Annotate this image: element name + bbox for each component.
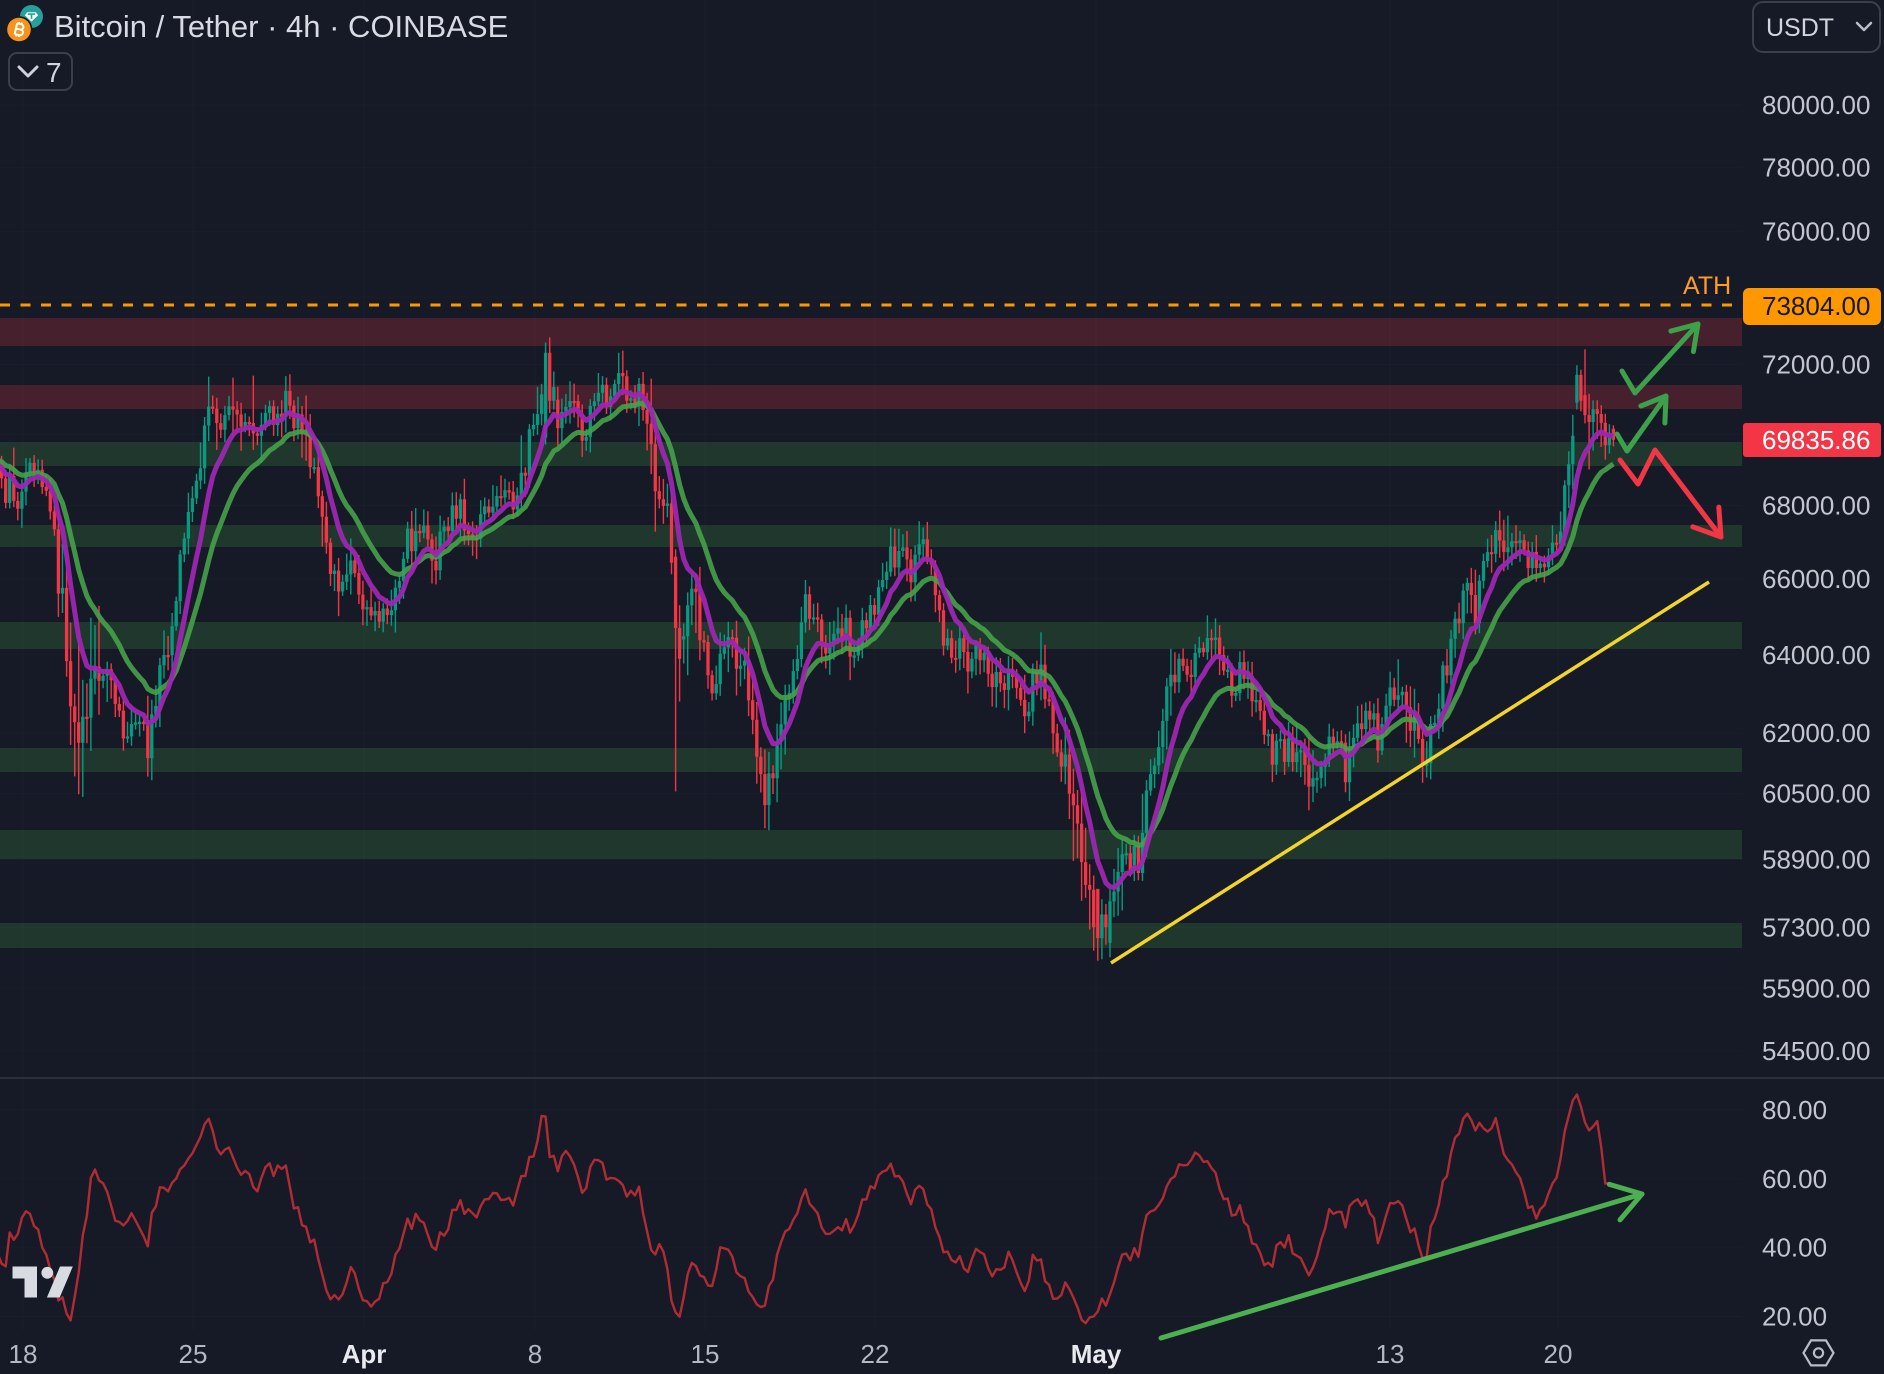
svg-text:60500.00: 60500.00: [1762, 778, 1870, 808]
svg-text:15: 15: [691, 1339, 720, 1369]
svg-text:May: May: [1071, 1339, 1122, 1369]
svg-text:57300.00: 57300.00: [1762, 912, 1870, 942]
svg-text:25: 25: [179, 1339, 208, 1369]
svg-text:22: 22: [861, 1339, 890, 1369]
svg-text:76000.00: 76000.00: [1762, 216, 1870, 246]
svg-text:18: 18: [9, 1339, 38, 1369]
svg-text:8: 8: [528, 1339, 542, 1369]
svg-text:64000.00: 64000.00: [1762, 640, 1870, 670]
svg-text:68000.00: 68000.00: [1762, 491, 1870, 521]
svg-text:62000.00: 62000.00: [1762, 718, 1870, 748]
svg-text:55900.00: 55900.00: [1762, 973, 1870, 1003]
svg-text:80.00: 80.00: [1762, 1095, 1827, 1125]
svg-text:73804.00: 73804.00: [1762, 291, 1870, 321]
svg-text:54500.00: 54500.00: [1762, 1036, 1870, 1066]
svg-text:20.00: 20.00: [1762, 1302, 1827, 1332]
svg-text:66000.00: 66000.00: [1762, 564, 1870, 594]
svg-text:78000.00: 78000.00: [1762, 152, 1870, 182]
svg-text:20: 20: [1544, 1339, 1573, 1369]
svg-text:Bitcoin / Tether · 4h · COINBA: Bitcoin / Tether · 4h · COINBASE: [54, 9, 508, 44]
svg-text:ATH: ATH: [1683, 272, 1731, 300]
svg-text:58900.00: 58900.00: [1762, 845, 1870, 875]
svg-text:Apr: Apr: [342, 1339, 387, 1369]
svg-text:60.00: 60.00: [1762, 1164, 1827, 1194]
svg-text:13: 13: [1376, 1339, 1405, 1369]
svg-text:USDT: USDT: [1766, 14, 1834, 42]
svg-text:7: 7: [46, 57, 62, 88]
svg-text:40.00: 40.00: [1762, 1233, 1827, 1263]
svg-text:80000.00: 80000.00: [1762, 90, 1870, 120]
svg-text:69835.86: 69835.86: [1762, 425, 1870, 455]
svg-text:72000.00: 72000.00: [1762, 350, 1870, 380]
